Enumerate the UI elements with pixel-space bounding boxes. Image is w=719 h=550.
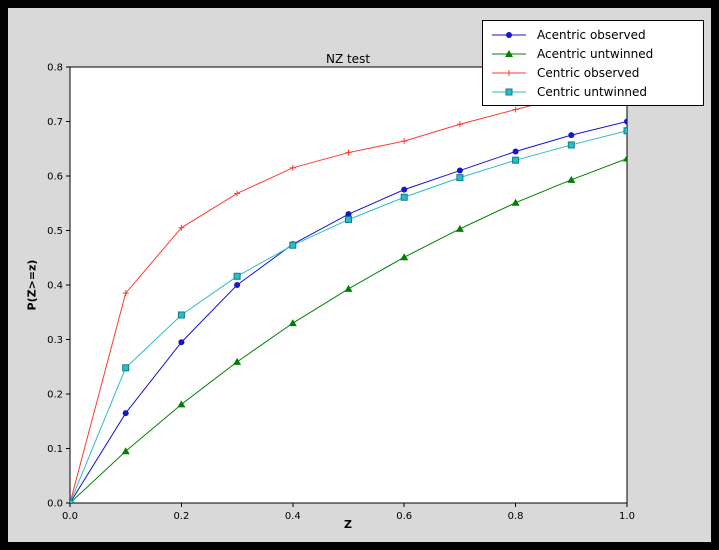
- triangle-marker: [233, 357, 242, 365]
- triangle-marker: [567, 175, 576, 183]
- x-tick-label: 1.0: [619, 511, 635, 522]
- legend-line-sample: [492, 49, 526, 57]
- square-marker: [122, 364, 130, 372]
- figure-canvas: 0.0 0.2 0.4 0.6 0.8 1.0 0.0 0.1 0.2 0.3 0.4 0.5 0.6 0…: [8, 8, 711, 542]
- y-tick-label: 0.3: [47, 335, 63, 346]
- circle-marker: [456, 167, 463, 174]
- x-tick-label: 0.0: [62, 511, 78, 522]
- legend-item: Centric observed: [489, 63, 697, 82]
- x-tick-label: 0.2: [173, 511, 189, 522]
- x-tick-label: 0.6: [396, 511, 412, 522]
- legend-label: Acentric observed: [537, 27, 646, 42]
- legend-item: Centric untwinned: [489, 82, 697, 101]
- legend-line-sample: [492, 69, 526, 76]
- y-tick-label: 0.6: [47, 172, 63, 183]
- circle-marker: [568, 132, 575, 139]
- x-tick-label: 0.8: [508, 511, 524, 522]
- square-marker: [400, 193, 408, 201]
- square-marker: [623, 127, 627, 135]
- circle-marker: [401, 186, 408, 193]
- circle-marker: [345, 211, 352, 218]
- legend-label: Centric untwinned: [537, 84, 648, 99]
- x-tick-label: 0.4: [285, 511, 301, 522]
- circle-marker: [506, 31, 512, 38]
- triangle-marker: [400, 253, 409, 261]
- legend-item: Acentric observed: [489, 25, 697, 44]
- square-marker: [289, 241, 297, 249]
- y-tick-label: 0.8: [47, 63, 63, 74]
- circle-marker: [122, 410, 129, 417]
- y-tick-label: 0.4: [47, 281, 63, 292]
- legend-line-sample: [492, 88, 526, 95]
- legend-item: Acentric untwinned: [489, 44, 697, 63]
- y-tick-label: 0.7: [47, 117, 63, 128]
- circle-marker: [178, 339, 185, 346]
- triangle-marker: [455, 224, 464, 232]
- square-marker: [177, 311, 185, 319]
- square-marker: [505, 88, 513, 95]
- triangle-marker: [505, 49, 513, 57]
- triangle-marker: [121, 447, 130, 455]
- legend: Acentric observed Acentric untwinned Cen…: [482, 20, 704, 106]
- square-marker: [512, 156, 520, 164]
- circle-marker: [234, 282, 241, 288]
- chart-title: NZ test: [325, 52, 371, 66]
- triangle-marker: [288, 319, 297, 327]
- triangle-marker: [344, 284, 353, 292]
- square-marker: [567, 141, 575, 149]
- y-tick-label: 0.1: [47, 444, 63, 455]
- square-marker: [456, 174, 464, 182]
- circle-marker: [624, 118, 627, 125]
- y-axis-label: P(Z>=z): [25, 259, 39, 311]
- triangle-marker: [623, 154, 627, 162]
- legend-line-sample: [492, 31, 526, 38]
- square-marker: [345, 216, 352, 224]
- legend-label: Acentric untwinned: [537, 46, 654, 61]
- square-marker: [233, 272, 241, 280]
- y-tick-label: 0.5: [47, 226, 63, 237]
- square-marker: [70, 499, 74, 503]
- y-tick-label: 0.0: [47, 499, 63, 510]
- x-axis-label: Z: [344, 518, 352, 531]
- y-tick-label: 0.2: [47, 390, 63, 401]
- triangle-marker: [511, 198, 520, 206]
- circle-marker: [512, 148, 519, 155]
- plot-area: 0.0 0.2 0.4 0.6 0.8 1.0 0.0 0.1 0.2 0.3 0.4 0.5 0.6 0…: [47, 63, 635, 523]
- triangle-marker: [177, 400, 186, 408]
- legend-label: Centric observed: [537, 65, 640, 80]
